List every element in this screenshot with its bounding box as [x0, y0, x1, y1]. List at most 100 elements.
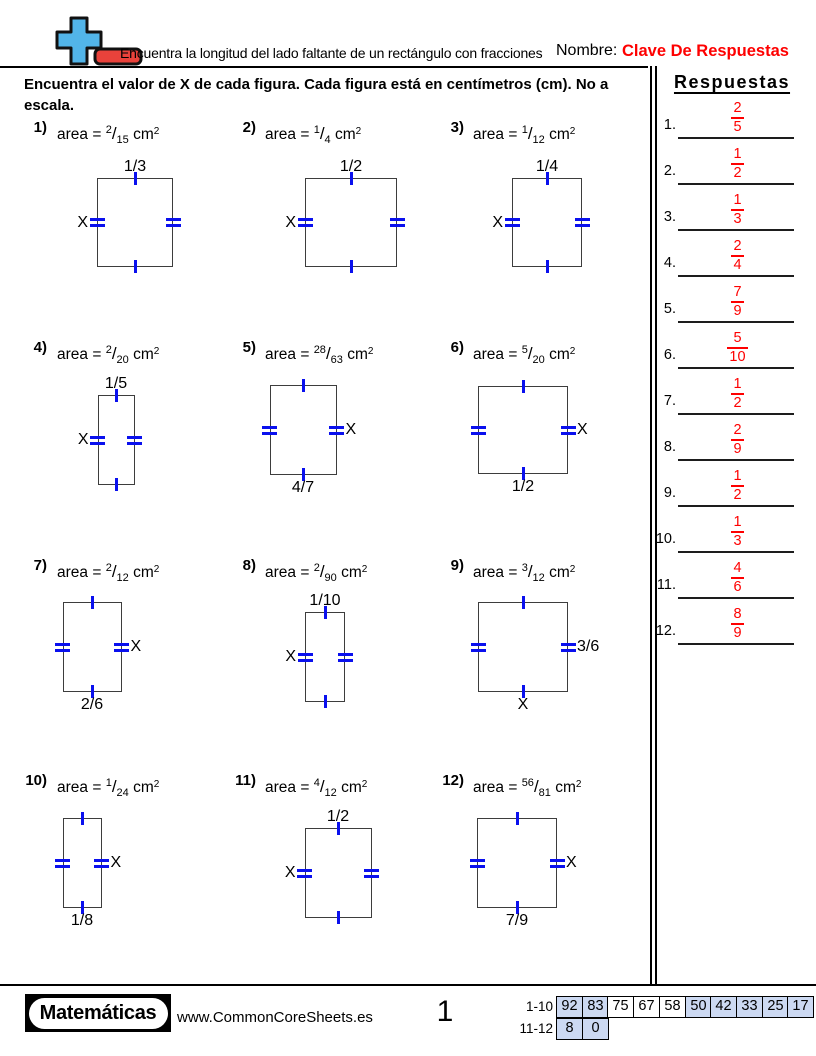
fraction-group: 5 10	[727, 331, 748, 365]
answer-number: 5.	[663, 301, 676, 317]
tick-double-right-icon	[549, 864, 565, 868]
area-unit-exponent: 2	[569, 346, 576, 357]
fraction-bar	[731, 531, 744, 533]
side-label-left: X	[284, 864, 296, 881]
fraction-bar	[731, 623, 744, 625]
figure-rect	[305, 178, 397, 267]
tick-single-bottom-icon	[114, 478, 118, 491]
tick-single-bottom-icon	[349, 260, 353, 273]
score-cell: 58	[659, 996, 686, 1018]
area-unit: cm	[336, 564, 362, 581]
fraction-numerator: 2	[733, 422, 742, 438]
fraction-denominator: 9	[733, 303, 742, 319]
answer-line	[678, 321, 794, 323]
tick-double-left-icon	[262, 425, 277, 429]
tick-double-right-icon	[364, 874, 379, 878]
tick-single-bottom-icon	[545, 260, 549, 273]
area-unit-exponent: 2	[153, 126, 160, 137]
area-numerator: 2	[105, 562, 112, 574]
side-label-top: 1/4	[535, 158, 559, 175]
problem-number: 9)	[450, 557, 464, 574]
problem-number: 4)	[33, 339, 47, 356]
fraction-bar	[731, 117, 744, 119]
area-unit: cm	[128, 346, 154, 363]
area-unit: cm	[544, 564, 570, 581]
area-label: area = 56/81 cm2	[473, 777, 581, 799]
tick-double-right-icon	[114, 648, 129, 652]
fraction-numerator: 2	[733, 238, 742, 254]
fraction-slash: /	[319, 777, 325, 796]
tick-single-top-icon	[545, 172, 549, 185]
tick-double-left-icon	[469, 858, 485, 862]
fraction-slash: /	[527, 124, 533, 143]
area-numerator: 3	[521, 562, 528, 574]
tick-single-bottom-icon	[80, 901, 84, 914]
tick-single-bottom-icon	[521, 685, 525, 698]
area-label: area = 5/20 cm2	[473, 344, 576, 366]
area-unit-exponent: 2	[153, 564, 160, 575]
area-unit-exponent: 2	[367, 346, 374, 357]
side-label-top: 1/2	[339, 158, 363, 175]
answer-line	[678, 229, 794, 231]
side-label-left: X	[492, 213, 503, 231]
area-label: area = 4/12 cm2	[265, 777, 368, 799]
area-numerator: 2	[313, 562, 320, 574]
brand-badge: Matemáticas	[25, 994, 171, 1032]
fraction-bar	[727, 347, 748, 349]
figure-rect	[305, 612, 345, 702]
area-denominator: 12	[324, 787, 337, 799]
area-denominator: 15	[116, 134, 129, 146]
area-label: area = 1/24 cm2	[57, 777, 159, 799]
problem-number: 10)	[25, 772, 47, 789]
problem-number: 2)	[242, 119, 256, 136]
answer-line	[678, 643, 794, 645]
tick-double-right-icon	[364, 868, 379, 872]
area-unit: cm	[342, 346, 368, 363]
figure-rect	[512, 178, 582, 267]
side-label-left: X	[77, 431, 89, 448]
problem-number: 8)	[242, 557, 256, 574]
tick-double-left-icon	[55, 858, 70, 862]
answer-number: 10.	[655, 531, 676, 547]
answer-line	[678, 551, 794, 553]
area-prefix: area =	[473, 564, 522, 581]
side-label-top: 1/3	[123, 158, 147, 175]
side-label-right: X	[566, 854, 577, 871]
area-unit-exponent: 2	[361, 779, 368, 790]
score-cell: 8	[556, 1018, 583, 1040]
area-unit: cm	[544, 346, 570, 363]
side-label-right: 3/6	[577, 638, 600, 655]
tick-double-left-icon	[297, 868, 312, 872]
area-numerator: 2	[105, 344, 112, 356]
fraction-denominator: 9	[733, 441, 742, 457]
fraction-numerator: 4	[733, 560, 742, 576]
fraction-bar	[731, 301, 744, 303]
plus-minus-logo-icon	[55, 16, 143, 66]
name-label: Nombre:	[556, 42, 618, 59]
side-label-top: 1/5	[104, 375, 128, 392]
side-label-right: X	[110, 854, 122, 871]
side-label-bottom: 7/9	[505, 912, 529, 929]
tick-double-left-icon	[90, 441, 105, 445]
tick-double-left-icon	[470, 431, 486, 435]
tick-single-bottom-icon	[521, 467, 525, 480]
area-unit: cm	[544, 126, 570, 143]
fraction-denominator: 2	[733, 395, 742, 411]
score-cell: 83	[582, 996, 609, 1018]
fraction-numerator: 2	[733, 100, 742, 116]
tick-double-left-icon	[470, 642, 486, 646]
answer-fraction: 5 10	[660, 331, 815, 365]
tick-single-top-icon	[301, 379, 305, 392]
tick-double-right-icon	[574, 224, 590, 227]
answer-number: 8.	[663, 439, 676, 455]
